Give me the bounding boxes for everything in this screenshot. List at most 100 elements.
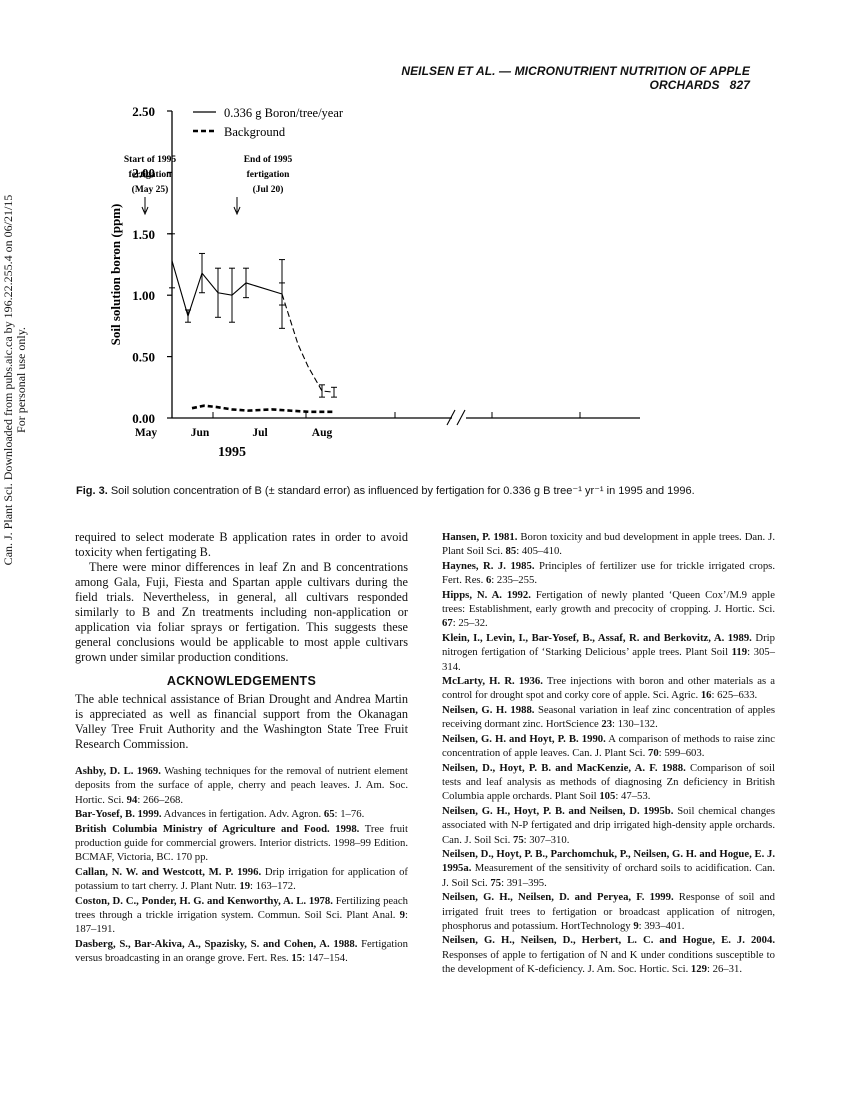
reference-entry: Neilsen, G. H., Hoyt, P. B. and Neilsen,… [442,804,775,847]
y-tick-label: 0.50 [132,350,155,365]
reference-entry: Klein, I., Levin, I., Bar-Yosef, B., Ass… [442,631,775,674]
axis-break-mark [446,409,456,426]
figure-caption-text: Soil solution concentration of B (± stan… [110,485,695,497]
reference-entry: Dasberg, S., Bar-Akiva, A., Spazisky, S.… [75,937,408,966]
reference-authors: Dasberg, S., Bar-Akiva, A., Spazisky, S.… [75,937,358,950]
reference-text: Soil chemical changes associated with N-… [442,804,775,846]
reference-authors: Bar-Yosef, B. 1999. [75,808,162,821]
reference-authors: Neilsen, D., Hoyt, P. B., Parchomchuk, P… [442,847,775,875]
series-line [191,404,334,414]
reference-authors: Neilsen, D., Hoyt, P. B. and MacKenzie, … [442,761,686,774]
reference-pages: : 235–255. [491,574,538,587]
reference-volume: 70 [647,747,659,760]
reference-text: Tree fruit production guide for commerci… [75,822,408,864]
reference-pages: : 1–76. [334,808,365,821]
year-label: 1995 [218,445,246,460]
reference-pages: : 187–191. [75,909,408,936]
reference-entry: Neilsen, G. H. and Hoyt, P. B. 1990. A c… [442,732,775,761]
download-notice: Can. J. Plant Sci. Downloaded from pubs.… [1,0,36,1100]
reference-volume: 23 [601,718,613,731]
series-line [171,260,283,318]
reference-volume: 119 [731,646,748,659]
reference-pages: : 393–401. [638,919,685,932]
page-number: 827 [729,78,750,92]
reference-text: Fertigation versus broadcasting in an or… [75,937,408,965]
reference-pages: : 47–53. [615,790,651,803]
body-paragraph-1: required to select moderate B applicatio… [75,530,408,559]
reference-authors: Neilsen, G. H. 1988. [442,703,535,716]
reference-volume: 19 [239,880,251,893]
reference-text: Drip irrigation for application of potas… [75,865,408,893]
reference-authors: Ashby, D. L. 1969. [75,765,161,777]
annotation-text: Start of 1995 [124,155,176,165]
reference-pages: : 147–154. [302,952,348,965]
reference-text: Boron toxicity and bud development in ap… [442,531,775,558]
reference-authors: Hansen, P. 1981. [442,531,518,543]
series-line [281,293,335,393]
left-column: required to select moderate B applicatio… [75,530,408,966]
reference-entry: Hipps, N. A. 1992. Fertigation of newly … [442,588,775,631]
month-label: Aug [312,427,333,439]
reference-text: Responses of apple to fertigation of N a… [442,948,775,976]
legend-entry: Background [224,125,286,139]
reference-authors: Neilsen, G. H., Hoyt, P. B. and Neilsen,… [442,804,674,817]
reference-text: Principles of fertilizer use for trickle… [442,559,775,587]
reference-authors: Neilsen, G. H. and Hoyt, P. B. 1990. [442,732,606,745]
reference-text: Fertilizing peach trees through a trickl… [75,894,408,922]
download-notice-text: Can. J. Plant Sci. Downloaded from pubs.… [1,0,28,760]
reference-text: A comparison of methods to raise zinc co… [442,732,776,760]
annotation-text: fertigation [129,170,172,180]
annotation-text: (Jul 20) [253,184,284,195]
reference-text: Response of soil and irrigated fruit tre… [442,891,775,932]
axis-break-mark [456,409,466,426]
reference-pages: : 307–310. [523,833,570,846]
month-label: Jul [252,427,267,439]
running-title: NEILSEN ET AL. — MICRONUTRIENT NUTRITION… [401,64,750,92]
reference-entry: McLarty, H. R. 1936. Tree injections wit… [442,674,775,703]
reference-pages: : 130–132. [612,718,658,731]
reference-entry: Ashby, D. L. 1969. Washing techniques fo… [75,764,408,807]
reference-volume: 15 [291,952,303,965]
references-right: Hansen, P. 1981. Boron toxicity and bud … [442,530,775,977]
reference-authors: Callan, N. W. and Westcott, M. P. 1996. [75,865,262,878]
reference-volume: 75 [490,876,502,889]
reference-entry: Coston, D. C., Ponder, H. G. and Kenwort… [75,894,408,937]
download-notice-line-2: For personal use only. [14,327,28,433]
reference-authors: McLarty, H. R. 1936. [442,675,543,688]
reference-text: Comparison of soil tests and leaf analys… [442,761,775,803]
reference-authors: Coston, D. C., Ponder, H. G. and Kenwort… [75,894,333,907]
y-axis-label: Soil solution boron (ppm) [108,204,123,346]
reference-text: Measurement of the sensitivity of orchar… [442,862,775,889]
annotation-text: End of 1995 [244,155,293,165]
reference-text: Advances in fertigation. Adv. Agron. [161,808,324,821]
reference-authors: Haynes, R. J. 1985. [442,559,535,572]
references-left: Ashby, D. L. 1969. Washing techniques fo… [75,764,408,966]
reference-entry: Neilsen, D., Hoyt, P. B., Parchomchuk, P… [442,847,775,890]
running-header: NEILSEN ET AL. — MICRONUTRIENT NUTRITION… [300,64,750,92]
reference-text: Tree injections with boron and other mat… [442,675,776,702]
reference-volume: 105 [599,790,616,803]
annotation-arrowhead [141,206,149,216]
reference-entry: Haynes, R. J. 1985. Principles of fertil… [442,559,775,588]
reference-volume: 85 [505,545,517,558]
figure-caption: Fig. 3. Soil solution concentration of B… [76,484,776,497]
reference-pages: : 25–32. [452,617,488,630]
reference-entry: Neilsen, D., Hoyt, P. B. and MacKenzie, … [442,761,775,804]
y-tick-label: 2.00 [132,165,155,180]
reference-volume: 94 [126,793,138,806]
boron-chart: 0.00 0.50 1.00 1.50 2.00 2.50 Soil solution bo… [108,104,640,460]
reference-volume: 6 [485,574,492,587]
reference-entry: Neilsen, G. H., Neilsen, D., Herbert, L.… [442,933,775,976]
reference-pages: : 405–410. [516,545,562,558]
reference-text: Drip nitrogen fertigation of ‘Starking D… [442,631,775,659]
reference-text: Washing techniques for the removal of nu… [75,765,408,806]
reference-pages: : 599–603. [658,747,705,760]
reference-entry: British Columbia Ministry of Agriculture… [75,822,408,865]
reference-authors: Klein, I., Levin, I., Bar-Yosef, B., Ass… [442,631,752,644]
acknowledgements-heading: ACKNOWLEDGEMENTS [166,674,317,688]
reference-pages: : 163–172. [250,880,296,893]
y-tick-label: 1.50 [132,227,155,242]
reference-volume: 16 [700,689,712,702]
right-column: Hansen, P. 1981. Boron toxicity and bud … [442,530,775,977]
reference-pages: : 625–633. [711,689,758,702]
